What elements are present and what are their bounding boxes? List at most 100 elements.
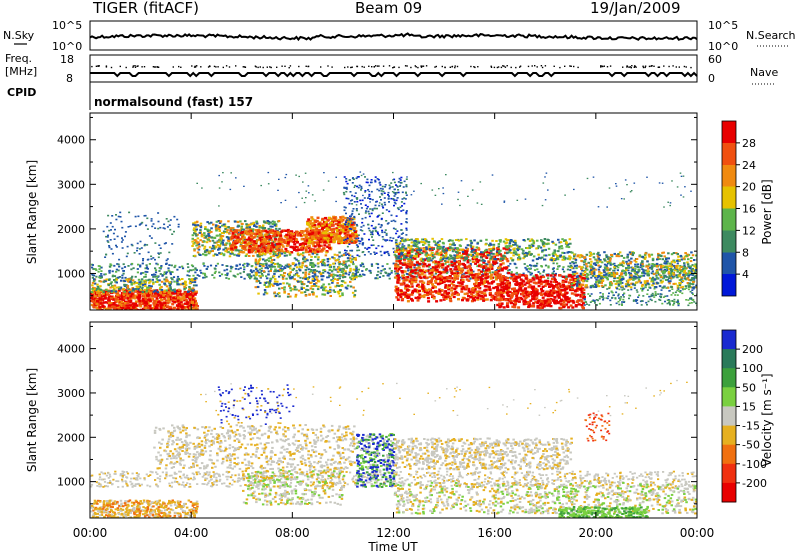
range-cell xyxy=(416,271,420,275)
range-cell xyxy=(356,246,359,249)
range-cell xyxy=(278,253,282,256)
range-cell xyxy=(127,280,130,283)
range-cell xyxy=(250,231,254,235)
range-cell xyxy=(92,306,96,309)
nave-dot xyxy=(393,66,396,68)
nave-label: Nave xyxy=(750,66,778,79)
range-cell xyxy=(335,232,339,235)
range-cell xyxy=(641,265,644,268)
range-cell xyxy=(265,262,268,265)
range-cell xyxy=(289,232,293,235)
range-cell xyxy=(344,206,347,209)
range-cell xyxy=(311,218,315,221)
range-cell xyxy=(109,297,113,300)
range-cell xyxy=(605,272,608,275)
range-cell xyxy=(258,259,261,262)
nave-dot xyxy=(347,66,349,68)
range-cell xyxy=(135,282,138,284)
range-cell xyxy=(145,266,149,269)
range-cell xyxy=(371,209,374,212)
range-cell xyxy=(374,253,376,255)
range-cell xyxy=(410,263,414,266)
range-cell xyxy=(359,240,362,243)
range-cell xyxy=(685,274,689,276)
range-cell xyxy=(488,271,491,274)
range-cell xyxy=(256,235,259,238)
range-cell xyxy=(118,265,121,268)
range-cell xyxy=(134,215,137,218)
nave-dot xyxy=(153,66,156,68)
range-cell xyxy=(353,229,356,232)
range-cell xyxy=(117,215,120,218)
range-cell xyxy=(400,201,403,203)
range-cell xyxy=(414,296,418,300)
range-cell xyxy=(313,241,317,244)
range-cell xyxy=(341,294,344,297)
range-cell xyxy=(381,188,384,190)
range-cell xyxy=(426,269,430,272)
range-cell xyxy=(133,252,136,254)
nave-dot xyxy=(410,66,412,69)
range-cell xyxy=(392,237,395,240)
range-cell xyxy=(139,288,142,291)
range-cell xyxy=(261,225,265,228)
range-cell xyxy=(184,308,188,310)
range-cell xyxy=(201,244,204,247)
range-cell xyxy=(169,228,172,231)
range-cell xyxy=(315,227,319,230)
range-cell xyxy=(300,288,303,290)
range-cell xyxy=(357,237,360,240)
range-cell xyxy=(466,271,470,275)
range-cell xyxy=(336,290,340,293)
range-cell xyxy=(173,289,176,292)
range-cell xyxy=(418,289,421,293)
range-cell xyxy=(571,271,574,273)
range-cell xyxy=(322,272,325,274)
range-cell xyxy=(347,222,350,225)
range-cell xyxy=(322,262,325,265)
range-cell xyxy=(167,300,171,303)
range-cell xyxy=(367,251,370,253)
range-cell xyxy=(304,246,308,249)
range-cell xyxy=(324,223,328,226)
range-cell xyxy=(148,304,152,308)
range-cell xyxy=(273,265,277,268)
range-cell xyxy=(130,243,133,246)
range-cell xyxy=(352,208,355,210)
range-cell xyxy=(119,211,122,214)
range-cell xyxy=(495,277,498,279)
range-cell xyxy=(393,188,396,191)
range-cell xyxy=(344,223,347,226)
range-cell xyxy=(375,252,378,254)
range-cell xyxy=(102,230,105,233)
range-cell xyxy=(245,244,249,247)
range-cell xyxy=(264,291,267,294)
range-cell xyxy=(231,252,234,255)
range-cell xyxy=(502,285,506,288)
range-cell xyxy=(401,243,404,245)
range-cell xyxy=(276,230,280,234)
range-cell xyxy=(416,299,420,302)
range-cell xyxy=(484,255,488,258)
nave-dot xyxy=(225,65,228,67)
range-cell xyxy=(359,199,362,202)
range-cell xyxy=(265,286,268,288)
range-cell xyxy=(332,273,335,276)
range-cell xyxy=(142,294,146,297)
range-cell xyxy=(480,292,484,295)
range-cell xyxy=(237,254,240,257)
range-cell xyxy=(378,214,381,217)
range-cell xyxy=(173,266,176,269)
range-cell xyxy=(264,239,267,243)
range-cell xyxy=(164,280,167,283)
range-cell xyxy=(267,246,271,249)
range-cell xyxy=(326,271,329,274)
range-cell xyxy=(166,226,169,228)
range-cell xyxy=(403,293,407,296)
range-cell xyxy=(407,293,411,296)
range-cell xyxy=(131,275,134,278)
range-cell xyxy=(102,295,106,298)
range-cell xyxy=(182,295,186,298)
range-cell xyxy=(216,244,220,246)
range-cell xyxy=(138,302,142,306)
